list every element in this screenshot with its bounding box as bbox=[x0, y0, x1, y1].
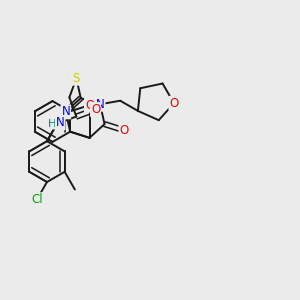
Text: N: N bbox=[56, 116, 64, 129]
Text: H: H bbox=[48, 118, 56, 128]
Text: N: N bbox=[96, 98, 104, 111]
Text: N: N bbox=[61, 105, 70, 119]
Text: O: O bbox=[91, 103, 100, 116]
Text: O: O bbox=[169, 97, 178, 110]
Text: O: O bbox=[119, 124, 129, 137]
Text: Cl: Cl bbox=[31, 193, 43, 206]
Text: S: S bbox=[73, 72, 80, 85]
Text: O: O bbox=[85, 99, 94, 112]
